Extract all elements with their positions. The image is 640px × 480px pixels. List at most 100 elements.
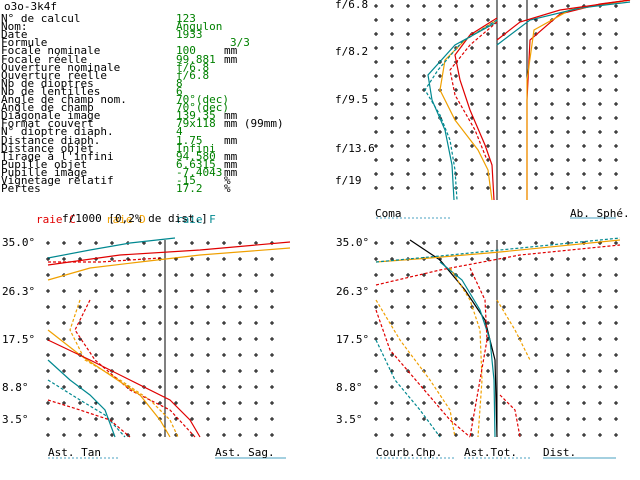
courb-chp-label: Courb.Chp. xyxy=(376,446,443,459)
param-unit: mm xyxy=(224,44,238,58)
param-value: -15 xyxy=(176,174,196,187)
coma-label: Coma xyxy=(375,207,402,220)
bl-curve-teal-top xyxy=(47,237,176,259)
ast-sag-label: Ast. Sag. xyxy=(215,446,275,459)
br-curve-red-top xyxy=(375,244,621,286)
param-value: 17.2 xyxy=(176,182,203,196)
param-value: f/6.8 xyxy=(176,68,210,82)
param-label: N° de calcul xyxy=(1,12,81,25)
param-value: 70°(dec) xyxy=(176,93,229,106)
param-unit: mm xyxy=(224,165,238,179)
coma-curve-red-dash xyxy=(449,21,498,161)
param-label: Format couvert xyxy=(1,117,94,131)
ast-tan-label: Ast. Tan xyxy=(48,446,101,459)
param-label: Distance diaph. xyxy=(1,133,101,147)
param-value: 99.881 xyxy=(176,52,216,66)
br-angle-label: 26.3° xyxy=(336,285,370,298)
br-courb-orange xyxy=(375,299,456,438)
param-value: 3/3 xyxy=(230,36,250,50)
param-label: Date xyxy=(1,28,28,42)
sphe-label: Ab. Sphé. xyxy=(570,207,630,220)
coma-curve-teal xyxy=(427,21,498,201)
param-label: Angle de champ nom. xyxy=(1,93,127,106)
param-label: Tirage à l'infini xyxy=(1,149,114,163)
bl-tan-orange-dash xyxy=(69,299,179,438)
param-value: 8 xyxy=(176,76,183,90)
bl-tan-orange xyxy=(47,329,171,438)
param-label: Focale nominale xyxy=(1,44,101,58)
br-angle-label: 3.5° xyxy=(336,413,363,426)
br-ast-red-dash xyxy=(469,267,488,438)
param-unit: mm xyxy=(224,157,238,171)
br-dist-black xyxy=(409,239,498,438)
br-ast-orange-dash xyxy=(449,267,483,438)
bl-angle-label: 3.5° xyxy=(2,413,29,426)
param-value: -7.4043 xyxy=(176,165,223,179)
param-value: 79x118 xyxy=(176,117,216,131)
param-value: 70°(dec) xyxy=(176,101,229,115)
param-label: Diagonale image xyxy=(1,109,101,123)
param-unit: mm (99mm) xyxy=(224,117,284,131)
bl-tan-red xyxy=(47,339,201,438)
param-value: 1.75 xyxy=(176,133,203,147)
param-unit: mm xyxy=(224,149,238,163)
param-label: N° dioptre diaph. xyxy=(1,125,114,139)
aperture-label: f/9.5 xyxy=(335,93,369,106)
br-angle-label: 17.5° xyxy=(336,333,370,346)
br-angle-label: 35.0° xyxy=(336,236,370,249)
bl-angle-label: 17.5° xyxy=(2,333,36,346)
param-value: Infini xyxy=(176,141,216,155)
param-label: Nb de dioptres xyxy=(1,76,94,90)
br-dist-orange-dash xyxy=(496,299,531,361)
param-label: Ouverture nominale xyxy=(1,60,121,74)
param-value: 123 xyxy=(176,12,196,25)
param-unit: mm xyxy=(224,52,238,66)
br-dist-red-dash xyxy=(499,394,521,438)
bl-curve-red-top xyxy=(47,241,291,266)
br-angle-label: 8.8° xyxy=(336,381,363,394)
param-value: 100 xyxy=(176,44,196,58)
param-unit: mm xyxy=(224,109,238,123)
param-label: Pertes xyxy=(1,182,41,196)
param-label: Pupille objet xyxy=(1,157,88,171)
param-value: 1933 xyxy=(176,28,203,42)
bl-sag-red-dash xyxy=(47,399,131,438)
param-value: 6 xyxy=(176,84,183,98)
ast-tot-label: Ast.Tot. xyxy=(464,446,517,459)
aperture-label: f/6.8 xyxy=(335,0,369,11)
bl-tan-red-dash xyxy=(74,299,196,438)
legend-scale: f/1000 [0,2% de dist.] xyxy=(62,212,208,225)
param-label: Ouverture réelle xyxy=(1,68,107,82)
param-label: Formule xyxy=(1,36,48,50)
br-curve-teal-top xyxy=(375,237,621,263)
param-value: 94.580 xyxy=(176,149,216,163)
param-unit: % xyxy=(224,174,231,187)
param-value: Angulon xyxy=(176,20,223,34)
bl-angle-label: 26.3° xyxy=(2,285,36,298)
param-value: 6.6315 xyxy=(176,157,216,171)
legend-raie-d: raie D xyxy=(106,213,146,226)
coma-curve-teal-dash xyxy=(424,19,498,201)
legend-raie-f: raie F xyxy=(176,213,216,226)
dist-label: Dist. xyxy=(543,446,577,459)
param-value: f/6.8 xyxy=(176,60,210,74)
window-title: o3o-3k4f xyxy=(4,0,57,13)
coma-curve-red xyxy=(454,17,498,201)
legend-raie-c: raie C xyxy=(36,213,76,226)
param-label: Focale réelle xyxy=(1,52,88,66)
sphe-curve-red2 xyxy=(496,0,631,41)
bl-curve-red-dash xyxy=(48,257,161,263)
param-label: Vignetage relatif xyxy=(1,174,114,187)
param-label: Distance objet xyxy=(1,141,94,155)
param-value: 139.35 xyxy=(176,109,216,123)
param-value: 4 xyxy=(176,125,183,139)
sphe-curve-teal xyxy=(496,1,631,46)
aperture-label: f/19 xyxy=(335,174,362,187)
param-unit: % xyxy=(224,182,231,196)
param-label: Pupille image xyxy=(1,165,88,179)
sphe-curve-red xyxy=(526,0,631,200)
br-ast-teal xyxy=(439,261,496,438)
param-label: Nb de lentilles xyxy=(1,84,101,98)
param-unit: mm xyxy=(224,133,238,147)
